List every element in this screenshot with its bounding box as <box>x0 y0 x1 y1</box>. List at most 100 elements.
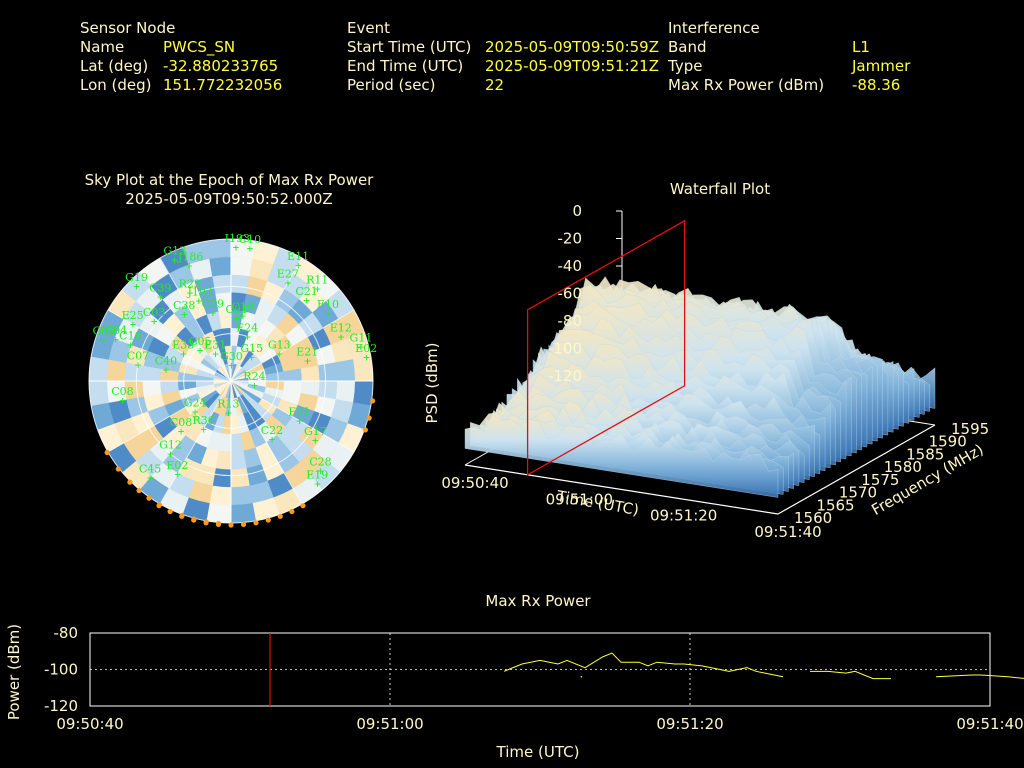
sky-grid <box>88 238 376 528</box>
satellite-marker: + <box>228 359 235 372</box>
satellite-marker: + <box>234 312 241 325</box>
satellite-marker: + <box>312 434 319 447</box>
sky-satellites: +G13+J186+I193+C10+E11+E27+R11+C21+E10+E… <box>92 232 377 491</box>
waterfall-frequency-tick: 1565 <box>816 496 854 514</box>
satellite-marker: + <box>167 448 174 461</box>
sky-orange-dot <box>366 415 372 421</box>
end-time-label: End Time (UTC) <box>347 57 464 75</box>
max-rx-line <box>810 670 891 680</box>
waterfall-psd-tick: -40 <box>558 257 583 275</box>
satellite-label: R23 <box>179 277 201 290</box>
satellite-label: C19 <box>232 301 254 314</box>
satellite-label: G12 <box>159 439 182 452</box>
sky-orange-dot <box>146 495 152 501</box>
satellite-label: R24 <box>243 370 265 383</box>
satellite-marker: + <box>171 253 178 266</box>
satellite-marker: + <box>100 334 107 347</box>
satellite-marker: + <box>225 406 232 419</box>
satellite-label: G13 <box>163 244 186 257</box>
satellite-label: E21 <box>296 346 318 359</box>
satellite-marker: + <box>314 478 321 491</box>
type-value: Jammer <box>852 57 911 75</box>
satellite-marker: + <box>325 307 332 320</box>
max-rx-y-tick: -100 <box>44 661 78 679</box>
band-value: L1 <box>852 38 870 56</box>
satellite-marker: + <box>197 344 204 357</box>
sky-orange-dot <box>136 487 142 494</box>
satellite-marker: + <box>130 318 137 331</box>
waterfall-psd-tick: 0 <box>572 202 582 220</box>
sky-azimuth-line <box>230 257 303 382</box>
satellite-label: E24 <box>236 322 258 335</box>
satellite-label: R11 <box>306 274 328 287</box>
satellite-marker: + <box>200 423 207 436</box>
sky-azimuth-line <box>107 380 232 453</box>
event-heading: Event <box>347 19 390 37</box>
start-time-label: Start Time (UTC) <box>347 38 472 56</box>
sky-azimuth-line <box>159 380 232 505</box>
satellite-marker: + <box>157 290 164 303</box>
sky-orange-dot <box>370 398 376 404</box>
end-time-value: 2025-05-09T09:51:21Z <box>485 57 659 75</box>
name-value: PWCS_SN <box>163 38 236 56</box>
waterfall-frequency-tick: 1580 <box>884 458 922 476</box>
satellite-marker: + <box>276 347 283 360</box>
waterfall-frequency-tick: 1570 <box>839 484 877 502</box>
satellite-label: C21 <box>295 285 317 298</box>
satellite-label: J186 <box>177 250 203 263</box>
satellite-label: C01 <box>226 303 248 316</box>
sky-orange-dot <box>228 522 234 528</box>
max-rx-title: Max Rx Power <box>485 592 591 610</box>
satellite-marker: + <box>295 259 302 272</box>
max-rx-y-tick: -120 <box>44 697 78 715</box>
sky-orange-dot <box>115 466 121 472</box>
sky-azimuth-line <box>230 380 355 453</box>
satellite-label: E31 <box>204 339 226 352</box>
satellite-marker: + <box>147 472 154 485</box>
interference-heading: Interference <box>668 19 760 37</box>
satellite-marker: + <box>296 414 303 427</box>
lat-value: -32.880233765 <box>163 57 279 75</box>
sky-orange-dot <box>253 520 259 526</box>
max-rx-grid <box>89 632 991 707</box>
satellite-marker: + <box>248 351 255 364</box>
satellite-marker: + <box>133 280 140 293</box>
waterfall-psd-tick: -60 <box>558 285 583 303</box>
satellite-label: G24 <box>184 396 207 409</box>
satellite-marker: + <box>181 308 188 321</box>
waterfall-psd-tick: -100 <box>548 340 582 358</box>
satellite-marker: + <box>314 283 321 296</box>
waterfall-psd-tick: -80 <box>558 312 583 330</box>
satellite-marker: + <box>180 347 187 360</box>
waterfall-time-tick: 09:50:40 <box>441 474 508 492</box>
waterfall-time-axis <box>464 464 779 515</box>
satellite-label: C09 <box>202 297 224 310</box>
sky-azimuth-line <box>230 309 355 382</box>
satellite-label: E33 <box>172 338 194 351</box>
satellite-label: E12 <box>330 322 352 335</box>
waterfall-psd-tick: -120 <box>548 367 582 385</box>
satellite-label: I193 <box>225 232 250 245</box>
satellite-label: E02 <box>166 459 188 472</box>
sky-orange-dot <box>289 508 295 515</box>
sky-orange-dot <box>167 508 173 515</box>
type-label: Type <box>668 57 703 75</box>
satellite-marker: + <box>151 315 158 328</box>
satellite-label: G15 <box>240 342 263 355</box>
waterfall-frequency-axis <box>777 424 936 515</box>
sky-orange-dot <box>179 513 185 519</box>
sky-orange-dot <box>277 513 283 519</box>
sensor-node-heading: Sensor Node <box>80 19 176 37</box>
satellite-marker: + <box>247 242 254 255</box>
satellite-marker: + <box>210 306 217 319</box>
satellite-label: E19 <box>306 469 328 482</box>
max-rx-x-tick: 09:51:20 <box>656 715 723 733</box>
max-rx-series <box>269 633 1024 706</box>
period-value: 22 <box>485 76 505 94</box>
satellite-marker: + <box>174 468 181 481</box>
satellite-marker: + <box>195 295 202 308</box>
waterfall-surface <box>464 219 936 498</box>
satellite-marker: + <box>212 348 219 361</box>
